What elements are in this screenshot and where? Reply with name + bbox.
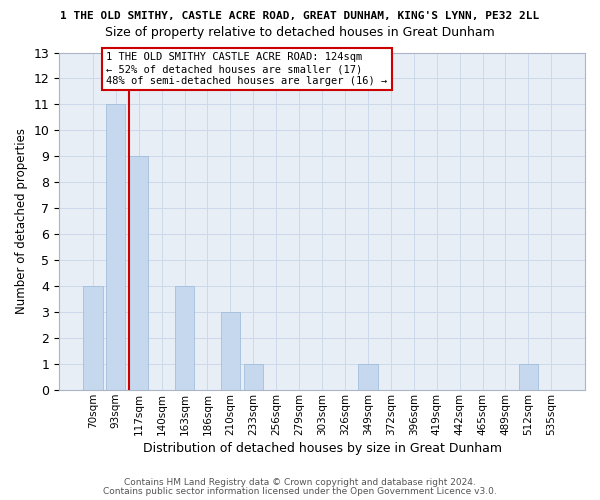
Text: Contains HM Land Registry data © Crown copyright and database right 2024.: Contains HM Land Registry data © Crown c… <box>124 478 476 487</box>
Y-axis label: Number of detached properties: Number of detached properties <box>15 128 28 314</box>
Text: Size of property relative to detached houses in Great Dunham: Size of property relative to detached ho… <box>105 26 495 39</box>
Bar <box>518 364 538 390</box>
Bar <box>129 156 148 390</box>
Bar <box>175 286 194 390</box>
Bar <box>106 104 125 390</box>
X-axis label: Distribution of detached houses by size in Great Dunham: Distribution of detached houses by size … <box>143 442 502 455</box>
Bar <box>244 364 263 390</box>
Bar <box>83 286 103 390</box>
Bar <box>358 364 377 390</box>
Text: 1 THE OLD SMITHY CASTLE ACRE ROAD: 124sqm
← 52% of detached houses are smaller (: 1 THE OLD SMITHY CASTLE ACRE ROAD: 124sq… <box>106 52 388 86</box>
Text: Contains public sector information licensed under the Open Government Licence v3: Contains public sector information licen… <box>103 487 497 496</box>
Text: 1 THE OLD SMITHY, CASTLE ACRE ROAD, GREAT DUNHAM, KING'S LYNN, PE32 2LL: 1 THE OLD SMITHY, CASTLE ACRE ROAD, GREA… <box>61 11 539 21</box>
Bar <box>221 312 240 390</box>
